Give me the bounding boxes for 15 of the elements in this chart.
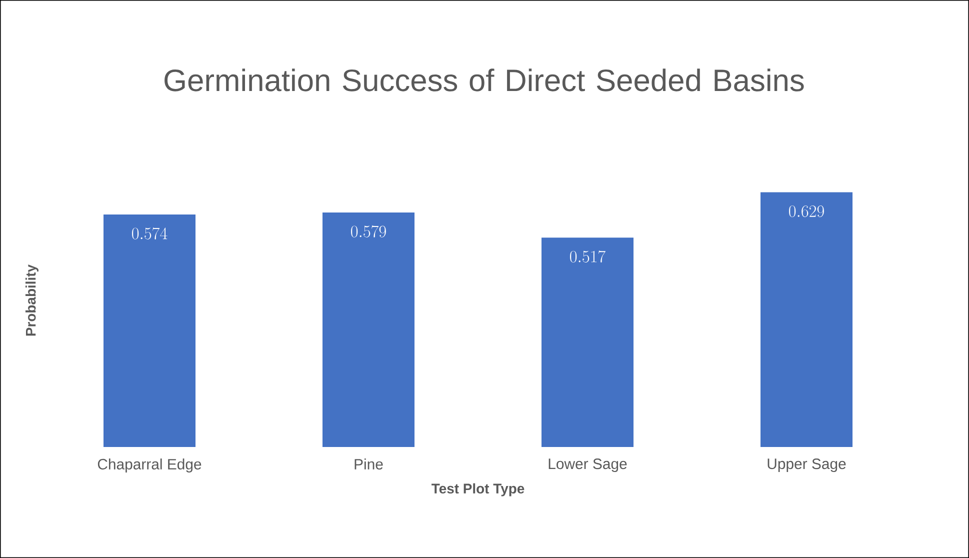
bar [322, 212, 415, 447]
x-tick-label: Lower Sage [548, 458, 627, 472]
bar [542, 238, 634, 447]
x-tick-label: Pine [354, 458, 383, 470]
y-axis-title: Probability [25, 264, 38, 336]
x-tick-label: Upper Sage [768, 458, 846, 472]
bar [104, 214, 196, 447]
x-tick-label: Chaparral Edge [98, 458, 202, 472]
data-label: 0.574 [132, 227, 168, 240]
x-axis-title: Test Plot Type [432, 483, 524, 496]
data-label: 0.517 [570, 250, 606, 262]
data-label: 0.579 [351, 225, 386, 238]
bar [760, 192, 853, 447]
chart-title: Germination Success of Direct Seeded Basins [164, 68, 804, 92]
data-label: 0.629 [789, 205, 824, 218]
